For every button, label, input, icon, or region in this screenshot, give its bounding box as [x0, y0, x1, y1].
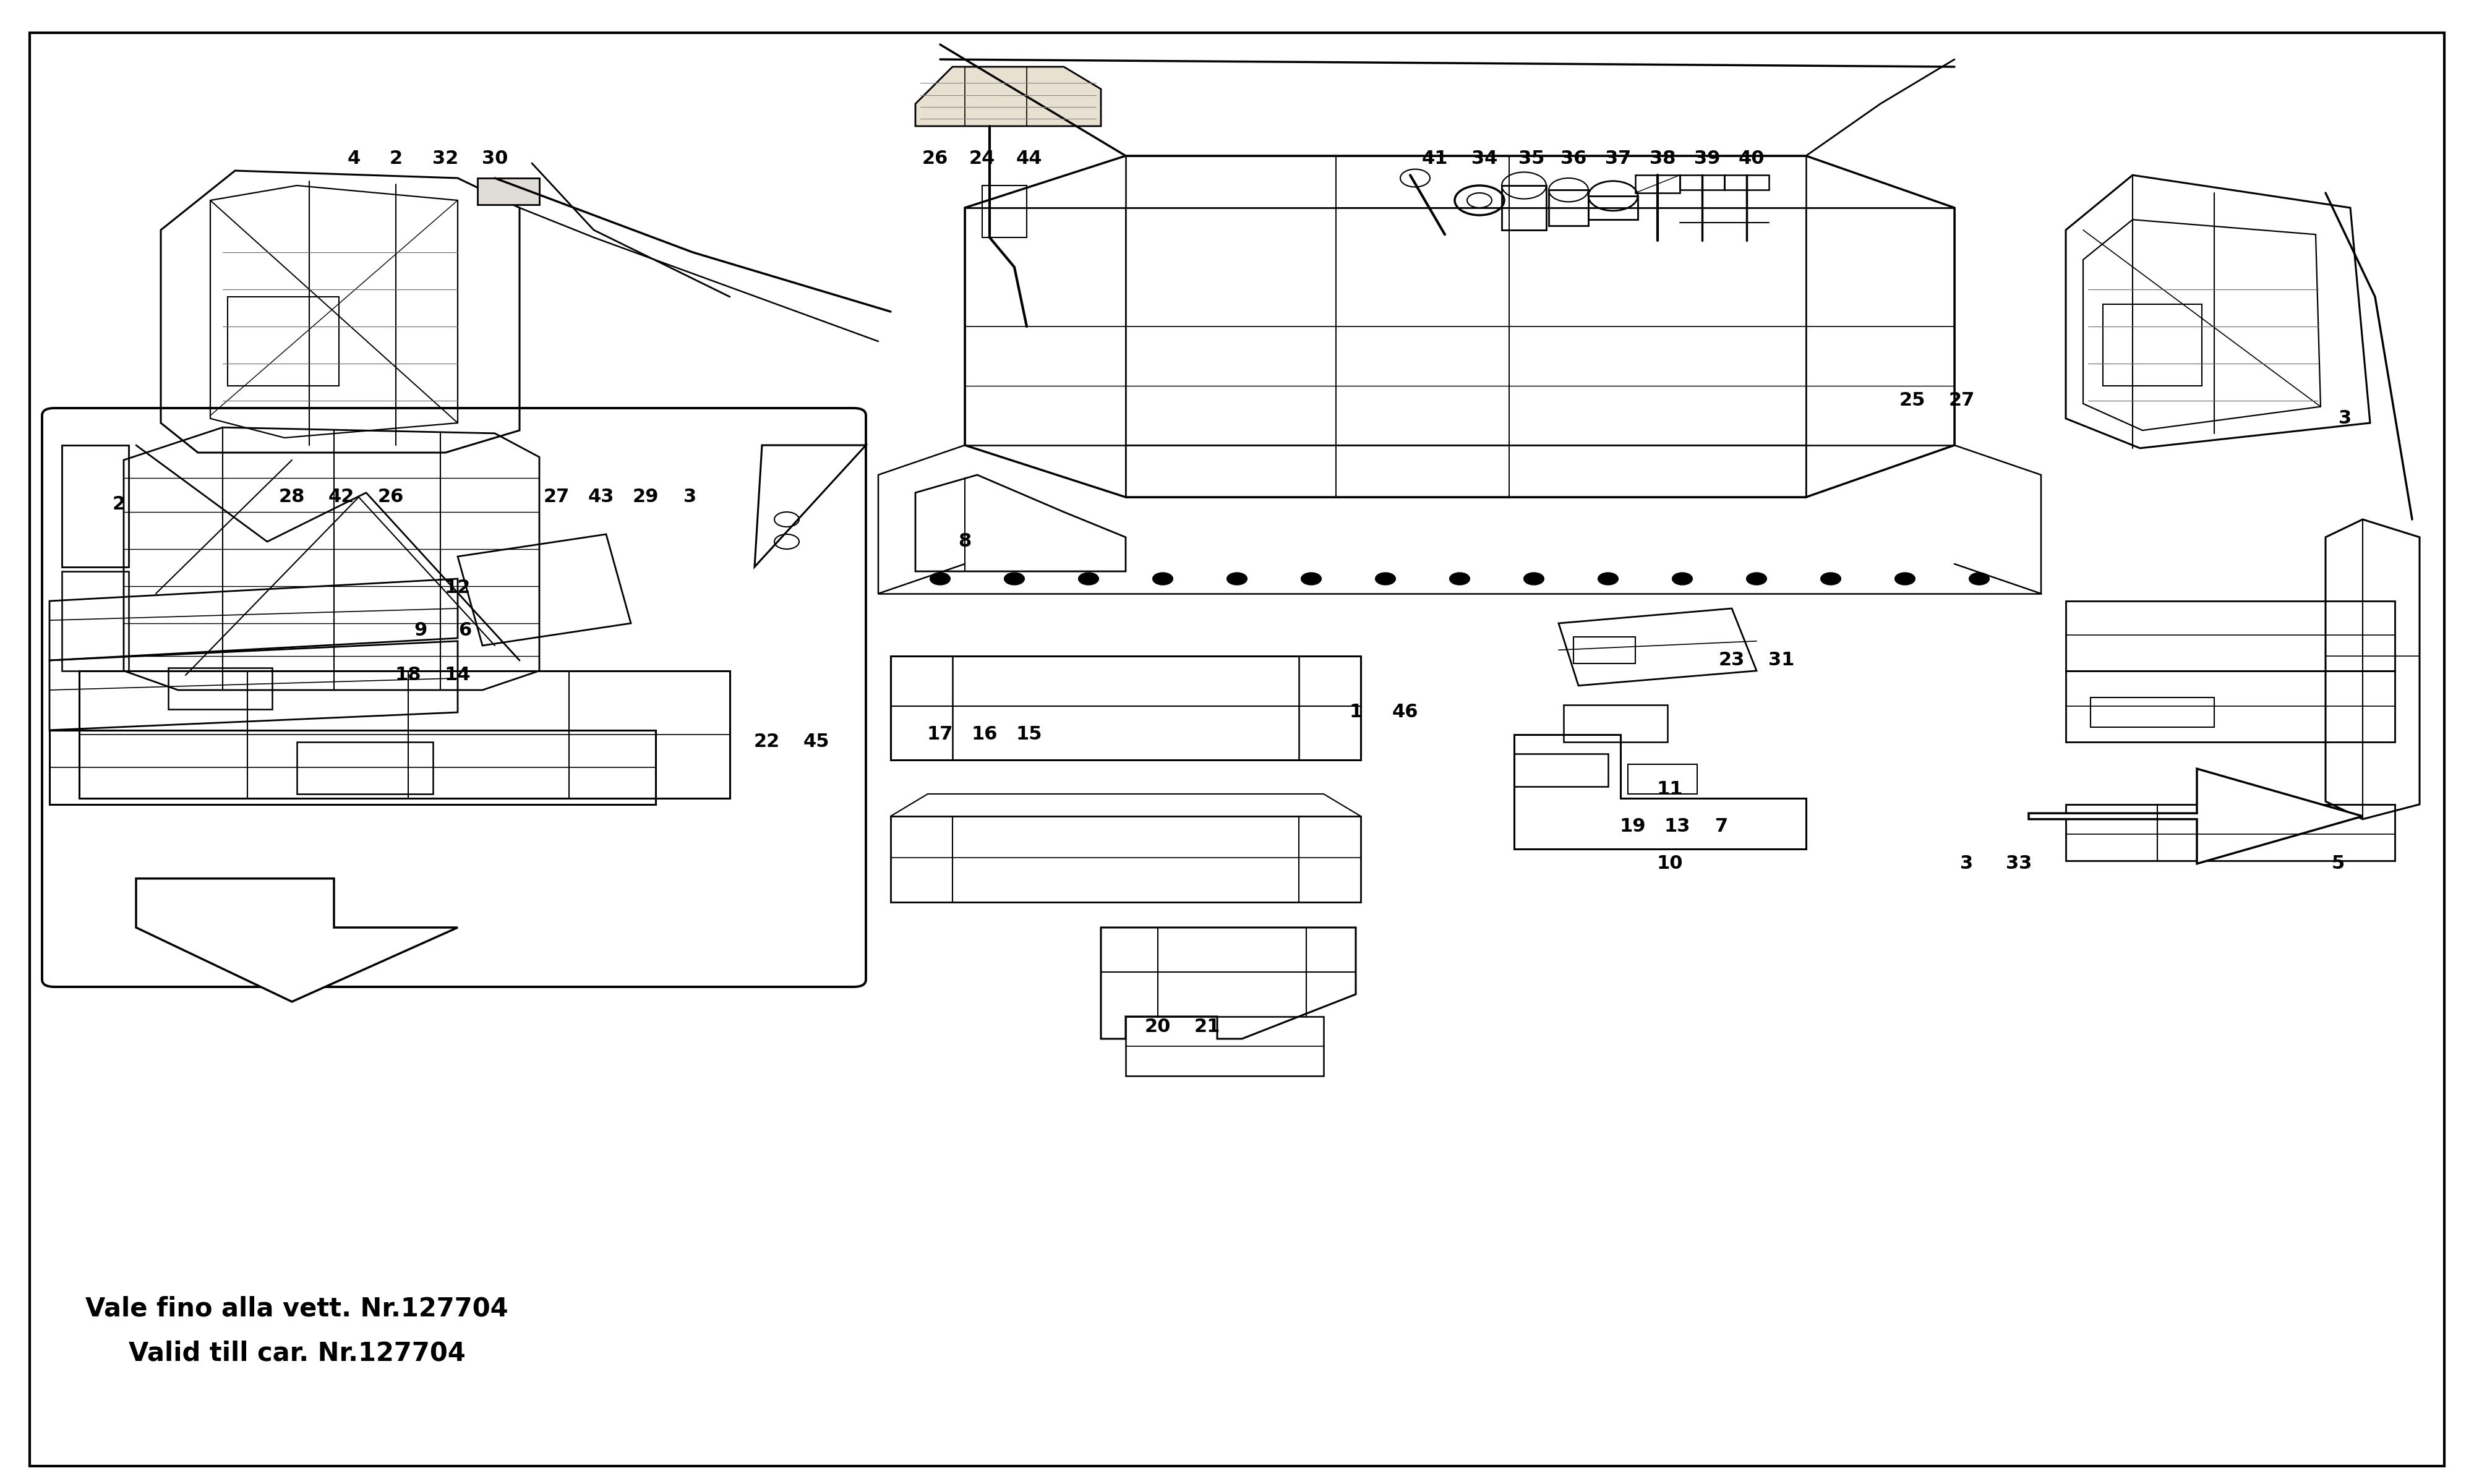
- Bar: [1724, 175, 1769, 190]
- Text: 5: 5: [2331, 855, 2345, 873]
- Circle shape: [1004, 573, 1024, 585]
- Text: 13: 13: [1665, 818, 1690, 835]
- Circle shape: [1301, 573, 1321, 585]
- Text: 33: 33: [2006, 855, 2031, 873]
- Circle shape: [1153, 573, 1173, 585]
- Text: 18: 18: [396, 666, 421, 684]
- Text: Vale fino alla vett. Nr.127704: Vale fino alla vett. Nr.127704: [87, 1296, 507, 1322]
- Circle shape: [1079, 573, 1098, 585]
- Text: 32: 32: [433, 150, 458, 168]
- Polygon shape: [2029, 769, 2363, 864]
- Bar: [168, 668, 272, 709]
- Bar: [1564, 705, 1667, 742]
- Circle shape: [1747, 573, 1766, 585]
- Bar: [1635, 175, 1680, 193]
- Text: 2: 2: [111, 496, 126, 513]
- Text: 14: 14: [445, 666, 470, 684]
- Text: 44: 44: [1017, 150, 1042, 168]
- Bar: [1502, 186, 1546, 230]
- Text: 24: 24: [970, 150, 995, 168]
- Text: 30: 30: [482, 150, 507, 168]
- Polygon shape: [136, 879, 458, 1002]
- Circle shape: [1376, 573, 1395, 585]
- Text: 41: 41: [1423, 150, 1447, 168]
- Text: 10: 10: [1658, 855, 1682, 873]
- Text: 1: 1: [1348, 703, 1363, 721]
- Text: 35: 35: [1519, 150, 1544, 168]
- Text: 15: 15: [1017, 726, 1042, 743]
- Text: 29: 29: [633, 488, 658, 506]
- Text: 40: 40: [1739, 150, 1764, 168]
- Text: 31: 31: [1769, 651, 1794, 669]
- Polygon shape: [915, 67, 1101, 126]
- Text: 43: 43: [589, 488, 614, 506]
- Text: Valid till car. Nr.127704: Valid till car. Nr.127704: [129, 1340, 465, 1367]
- Text: 6: 6: [458, 622, 473, 640]
- Circle shape: [1969, 573, 1989, 585]
- Circle shape: [930, 573, 950, 585]
- Circle shape: [1821, 573, 1841, 585]
- Bar: [1573, 637, 1635, 663]
- Text: 21: 21: [1195, 1018, 1220, 1036]
- Text: 7: 7: [1714, 818, 1729, 835]
- Text: 4: 4: [346, 150, 361, 168]
- Text: 11: 11: [1658, 781, 1682, 798]
- Text: 9: 9: [413, 622, 428, 640]
- Text: 16: 16: [972, 726, 997, 743]
- Text: 45: 45: [804, 733, 829, 751]
- Text: 20: 20: [1145, 1018, 1170, 1036]
- Text: 19: 19: [1620, 818, 1645, 835]
- Text: 34: 34: [1472, 150, 1497, 168]
- Text: 2: 2: [388, 150, 403, 168]
- Circle shape: [1895, 573, 1915, 585]
- Bar: [2103, 304, 2202, 386]
- Bar: [1514, 754, 1608, 787]
- Circle shape: [1672, 573, 1692, 585]
- Bar: [982, 186, 1027, 237]
- Bar: [1549, 190, 1588, 226]
- Bar: [2091, 697, 2214, 727]
- Text: 22: 22: [755, 733, 779, 751]
- Bar: [1628, 764, 1697, 794]
- Circle shape: [1450, 573, 1470, 585]
- Text: 26: 26: [379, 488, 403, 506]
- Bar: [1588, 196, 1638, 220]
- Bar: [228, 297, 339, 386]
- Text: 27: 27: [544, 488, 569, 506]
- Text: 36: 36: [1561, 150, 1586, 168]
- Text: 27: 27: [1950, 392, 1974, 410]
- Text: 38: 38: [1650, 150, 1675, 168]
- Text: 8: 8: [957, 533, 972, 551]
- Text: 46: 46: [1393, 703, 1418, 721]
- Circle shape: [1227, 573, 1247, 585]
- Bar: [297, 742, 433, 794]
- Text: 42: 42: [329, 488, 354, 506]
- Circle shape: [1524, 573, 1544, 585]
- Text: 28: 28: [280, 488, 304, 506]
- Bar: [477, 178, 539, 205]
- Text: 3: 3: [1959, 855, 1974, 873]
- Text: 37: 37: [1606, 150, 1630, 168]
- Text: 3: 3: [683, 488, 698, 506]
- Text: 39: 39: [1695, 150, 1719, 168]
- Bar: [1680, 175, 1724, 190]
- Text: 23: 23: [1719, 651, 1744, 669]
- Text: 17: 17: [928, 726, 952, 743]
- Text: 26: 26: [923, 150, 948, 168]
- Text: 25: 25: [1900, 392, 1925, 410]
- Text: 3: 3: [2338, 410, 2353, 427]
- Circle shape: [1598, 573, 1618, 585]
- Text: 12: 12: [445, 579, 470, 597]
